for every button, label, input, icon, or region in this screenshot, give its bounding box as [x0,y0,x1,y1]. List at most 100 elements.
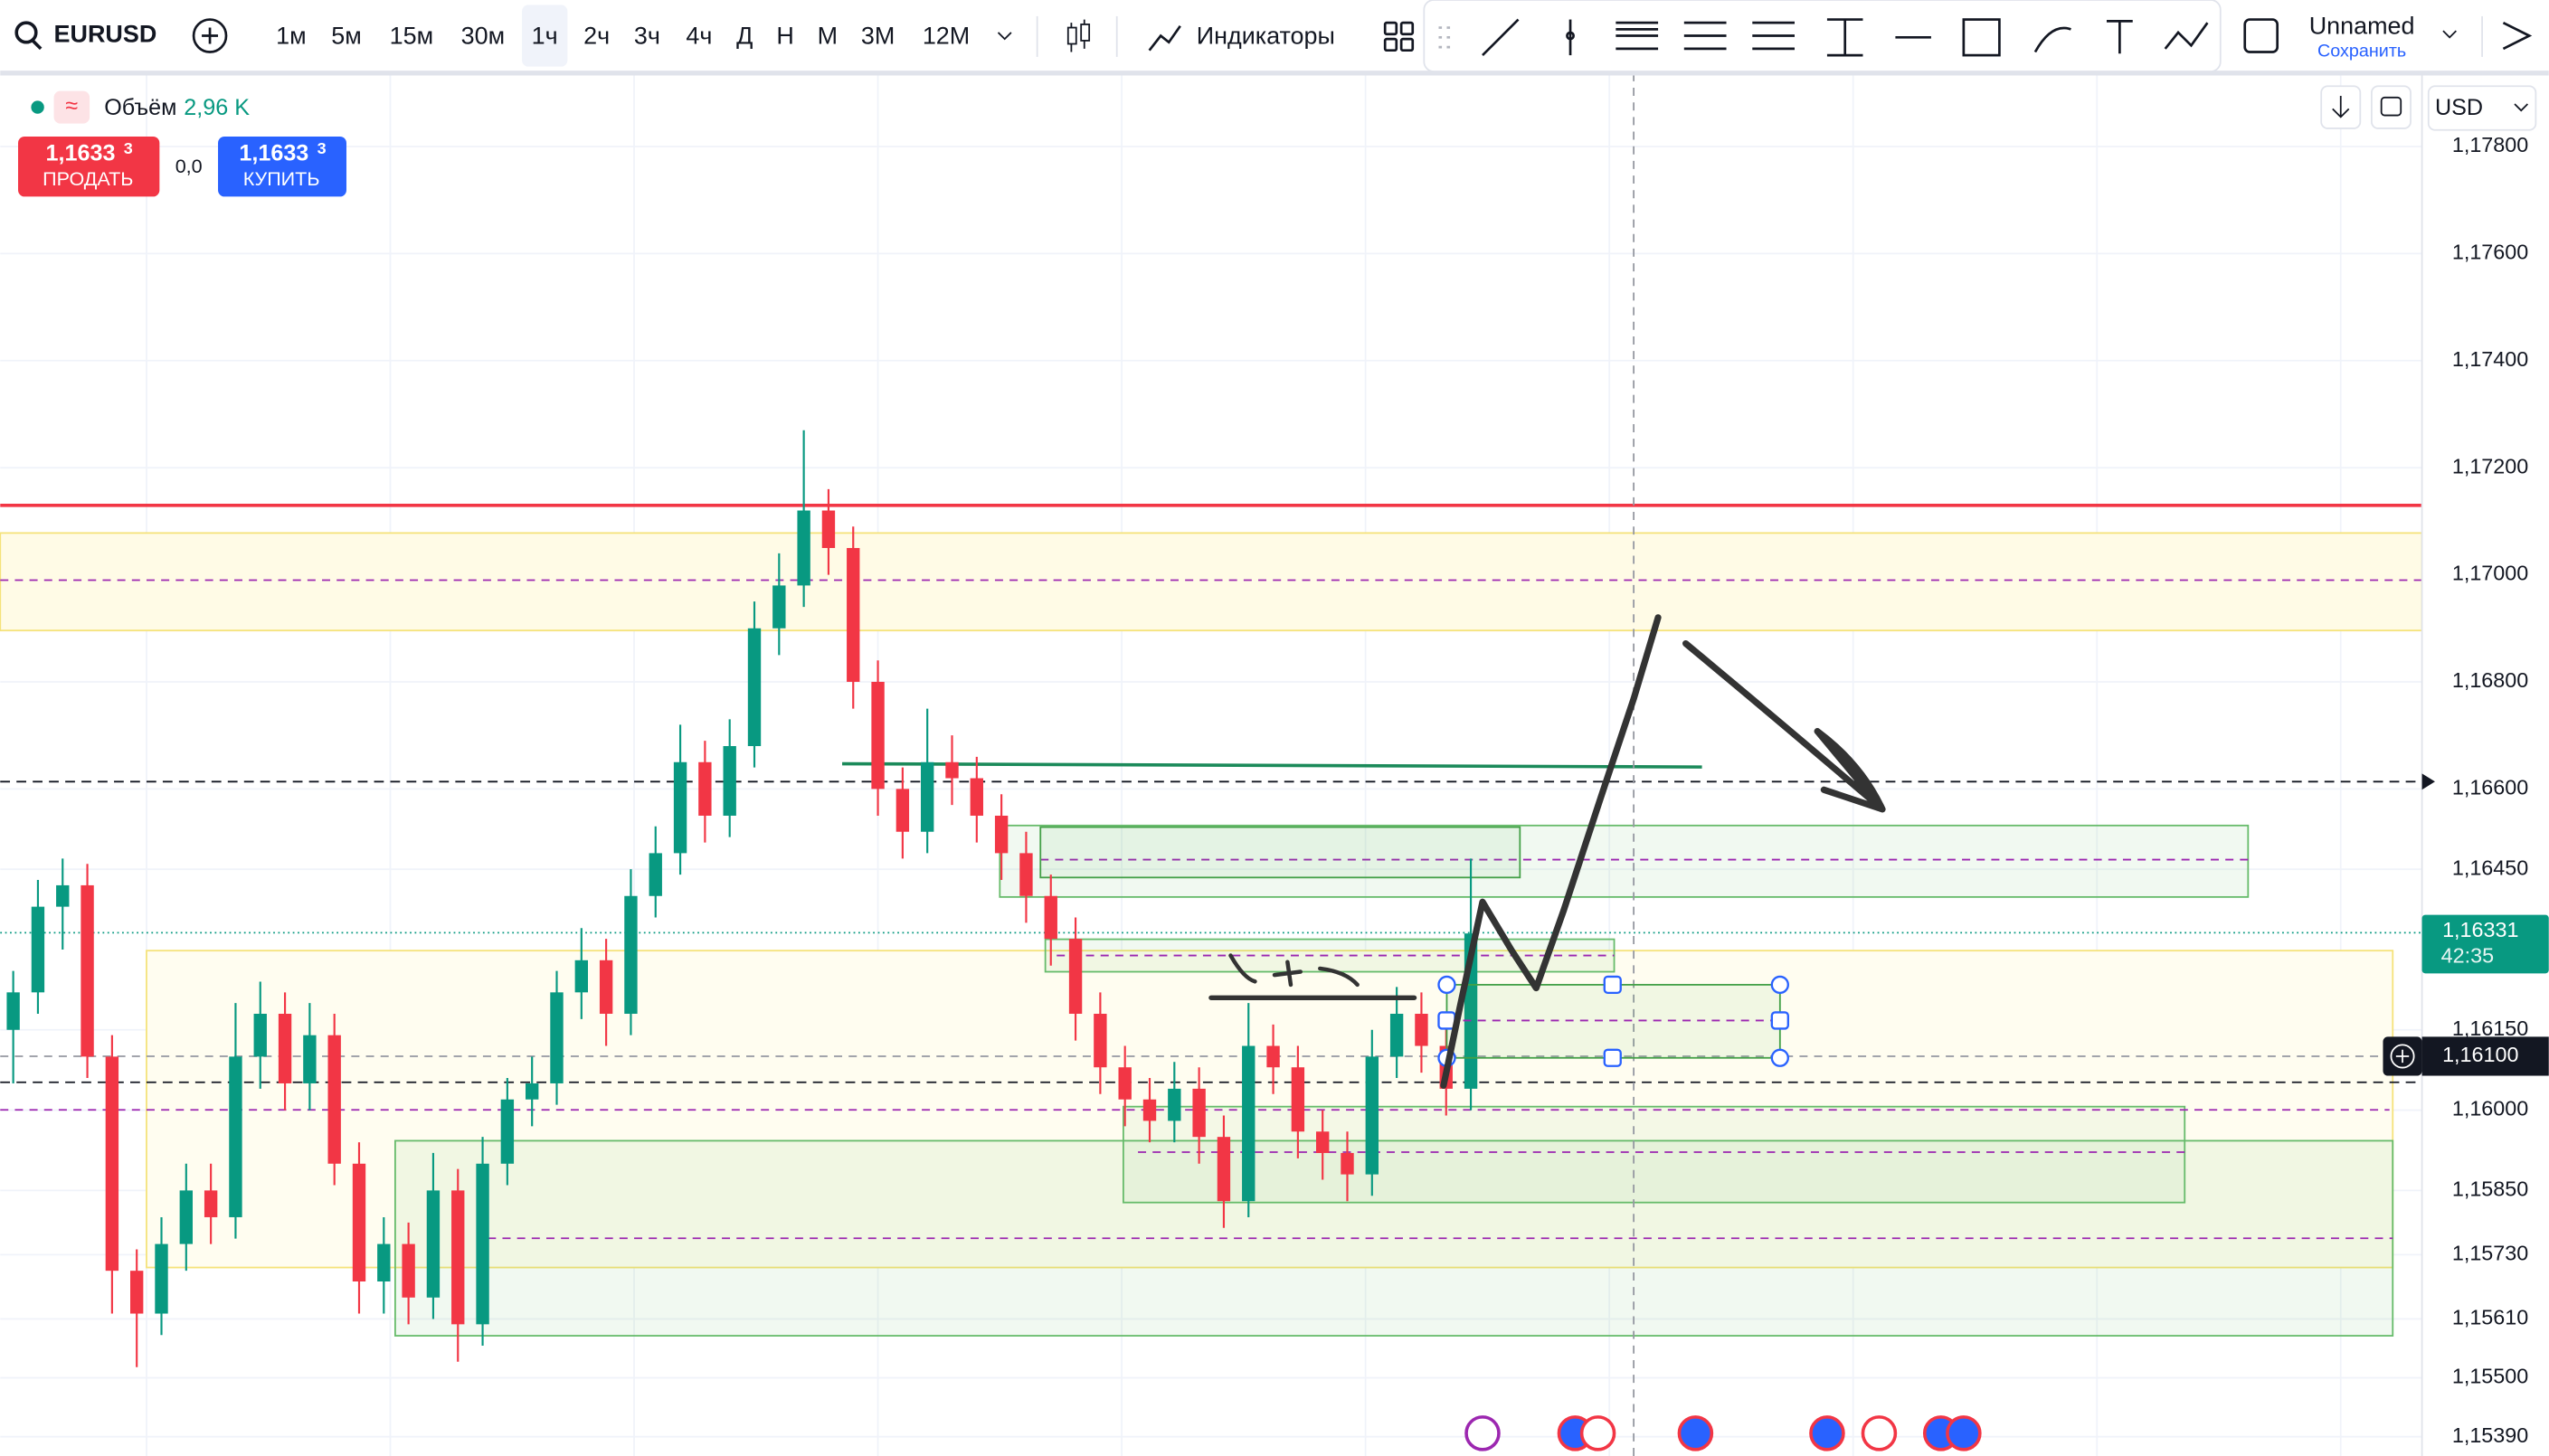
candle-body [747,628,762,747]
handle[interactable] [1770,1048,1789,1067]
candle-body [500,1099,515,1164]
candle-body [1341,1152,1354,1175]
compare-button[interactable] [192,18,228,53]
handle[interactable] [1603,975,1622,995]
timeframe[interactable]: 5м [331,22,362,49]
timeframe[interactable]: 1м [276,22,307,49]
icon[interactable] [2442,30,2457,39]
candle-body [649,853,662,896]
candle-body [550,992,564,1083]
handle[interactable] [1437,975,1456,995]
candle-body [130,1271,144,1314]
y-tick-label: 1,15850 [2452,1177,2528,1201]
events [1464,1415,1982,1451]
badge-icon: ≈ [65,93,78,118]
candle-body [895,789,910,832]
current-price: 1,16331 [2442,918,2518,941]
handle[interactable] [1437,1011,1456,1030]
price-axis [2421,72,2549,1456]
sell-button[interactable] [18,136,160,197]
candle-body [1415,1014,1428,1046]
zone [1122,1105,2186,1204]
crosshair-price: 1,16100 [2442,1043,2518,1066]
candle-body [31,906,45,993]
y-tick-label: 1,16800 [2452,668,2528,692]
timeframe[interactable]: 30м [461,22,505,49]
timeframe[interactable]: Д [736,22,753,49]
event-icon[interactable] [1946,1415,1982,1451]
candle-body [1118,1067,1132,1100]
countdown: 42:35 [2441,944,2494,968]
candle-body [1242,1045,1256,1202]
timeframes: 1м 5м 15м 30м 1ч 2ч 3ч 4ч Д Н М 3М 12М [276,22,970,49]
event-icon[interactable] [1464,1415,1501,1451]
candle-body [402,1243,415,1298]
icon [1080,24,1091,42]
legend: ≈ Объём 2,96 K 1,1633 3 ПРОДАТЬ 0,0 1,16… [18,90,346,197]
candle-body [847,547,860,682]
event-icon[interactable] [1861,1415,1898,1451]
y-axis-labels: 1,17800 1,17600 1,17400 1,17200 1,17000 1,168… [2452,133,2528,1447]
timeframe[interactable]: 15м [390,22,433,49]
y-tick-label: 1,16000 [2452,1097,2528,1120]
timeframe[interactable]: 3М [861,22,895,49]
sell-label: ПРОДАТЬ [43,167,133,190]
save-button[interactable]: Сохранить [2317,42,2406,61]
event-icon[interactable] [1677,1415,1714,1451]
more-icon[interactable] [2502,21,2533,51]
layouts-icon[interactable] [1383,21,1415,52]
selected-rectangle[interactable] [1437,975,1789,1067]
y-tick-label: 1,16450 [2452,856,2528,879]
zone [146,950,2394,1269]
volume-label: Объём [104,95,176,120]
icon [1066,26,1077,45]
drawing-tools[interactable] [1438,18,2209,57]
zone [0,532,2423,632]
y-tick-label: 1,17600 [2452,241,2528,264]
timeframe[interactable]: 12М [923,22,970,49]
icon [2380,96,2402,117]
icon[interactable] [997,32,1012,41]
add-icon [2395,1049,2410,1064]
timeframe[interactable]: Н [776,22,793,49]
drawing-toolbar [1423,0,2222,72]
handle[interactable] [1770,1011,1789,1030]
candle-body [599,960,613,1015]
timeframe[interactable]: 4ч [686,22,712,49]
symbol[interactable]: EURUSD [54,21,157,48]
indicators-icon[interactable] [1148,24,1181,52]
candle-body [1068,939,1083,1015]
layout-button[interactable] [2243,18,2279,53]
indicators[interactable]: Индикаторы [1197,22,1335,49]
buy-label: КУПИТЬ [243,167,320,190]
y-tick-label: 1,15730 [2452,1242,2528,1265]
y-tick-label: 1,16600 [2452,776,2528,799]
timeframe[interactable]: 1ч [532,22,558,49]
search-icon[interactable] [14,21,38,44]
brush-arrow [1682,639,1886,813]
candle-body [526,1083,539,1100]
status-dot [31,100,44,114]
candle-body [56,884,70,907]
currency-select[interactable] [2427,85,2537,131]
layout-name[interactable]: Unnamed [2309,13,2415,40]
timeframe[interactable]: 2ч [583,22,610,49]
level-marker [2421,773,2435,790]
event-icon[interactable] [1579,1415,1616,1451]
icon [202,27,219,44]
candle-body [105,1056,119,1272]
candle-body [1389,1014,1404,1057]
candle-body [574,960,588,993]
candle-body [772,585,786,629]
sell-price-small: 3 [124,139,133,157]
timeframe[interactable]: 3ч [634,22,660,49]
candle-body [1365,1056,1379,1175]
candle-body [179,1190,193,1244]
handle[interactable] [1603,1048,1622,1067]
event-icon[interactable] [1809,1415,1845,1451]
reset-button[interactable] [2370,85,2412,129]
buy-button[interactable] [218,136,346,197]
handle[interactable] [1770,975,1789,995]
timeframe[interactable]: М [818,22,838,49]
